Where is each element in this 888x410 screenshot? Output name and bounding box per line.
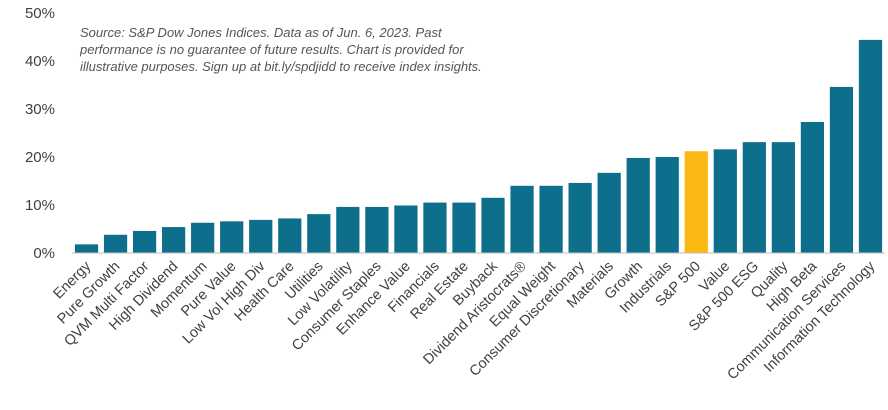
bar: [539, 185, 563, 253]
bar: [684, 151, 708, 253]
y-tick-label: 50%: [25, 5, 55, 22]
y-tick-label: 40%: [25, 53, 55, 70]
bar: [510, 185, 534, 253]
bar: [394, 205, 418, 253]
bar: [800, 121, 825, 254]
bar: [103, 234, 128, 253]
source-note-line: Source: S&P Dow Jones Indices. Data as o…: [80, 25, 443, 40]
source-note: Source: S&P Dow Jones Indices. Data as o…: [79, 25, 482, 74]
bar: [132, 230, 157, 253]
y-tick-label: 0%: [33, 245, 55, 262]
bar: [336, 206, 360, 253]
y-tick-label: 30%: [25, 101, 55, 118]
bar: [655, 157, 679, 253]
bar: [771, 142, 795, 253]
bar: [858, 39, 883, 253]
bar: [249, 219, 273, 253]
y-axis: 0% 10% 20% 30% 40% 50%: [25, 5, 55, 262]
bar: [452, 202, 476, 253]
bar: [191, 222, 215, 253]
bar: [423, 202, 447, 253]
bar: [568, 182, 592, 253]
y-tick-label: 10%: [25, 197, 55, 214]
source-note-line: illustrative purposes. Sign up at bit.ly…: [80, 59, 482, 74]
bar: [74, 244, 99, 253]
bar: [626, 157, 650, 253]
source-note-line: performance is no guarantee of future re…: [79, 42, 464, 57]
bar: [278, 218, 302, 253]
bar: [742, 142, 766, 253]
bar: [307, 214, 331, 253]
bar: [220, 221, 244, 253]
bars: [74, 39, 883, 254]
y-tick-label: 20%: [25, 149, 55, 166]
bar: [365, 206, 389, 253]
bar: [481, 197, 505, 253]
bar: [829, 86, 854, 253]
bar: [162, 227, 186, 253]
bar: [597, 172, 621, 253]
bar: [713, 149, 737, 253]
